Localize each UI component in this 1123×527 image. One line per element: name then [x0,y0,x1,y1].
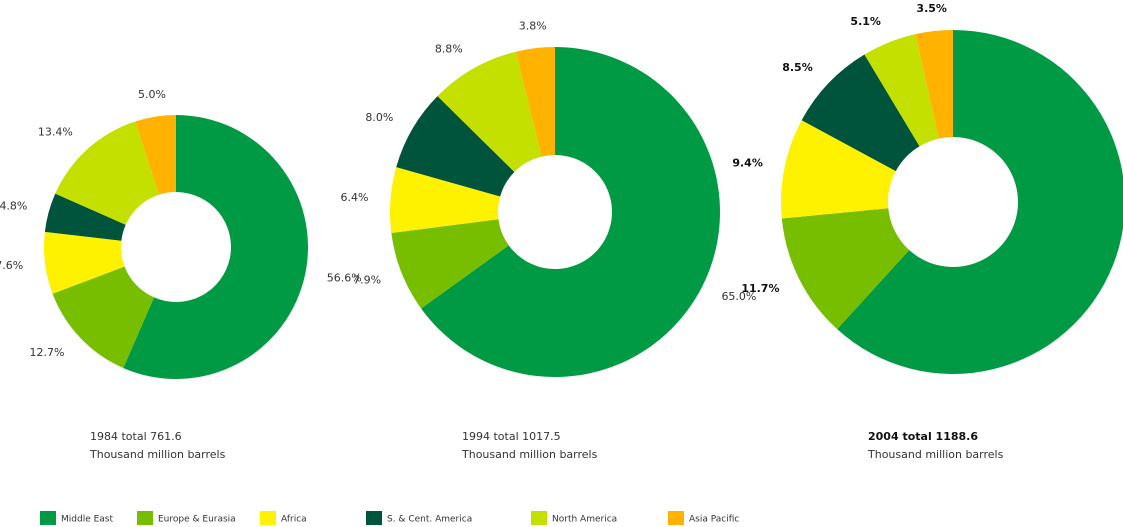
donut-slice [421,47,720,378]
legend-swatch [137,511,153,525]
data-label: 6.4% [341,191,369,204]
data-label: 13.4% [38,126,73,139]
donut-slice [44,231,125,294]
donut-slice [837,30,1123,374]
donut-slice [389,167,501,233]
donut-slice [44,193,126,241]
data-label: 9.4% [732,157,763,170]
data-label: 5.0% [138,88,166,101]
donut-slice [515,47,555,157]
chart-subcaption: Thousand million barrels [461,448,598,461]
data-label: 11.7% [741,282,779,295]
data-label: 3.8% [519,19,547,32]
data-label: 5.1% [850,15,881,28]
data-label: 7.6% [0,259,23,272]
legend-label: North America [552,515,617,525]
legend-swatch [40,511,56,525]
data-label: 4.8% [0,200,27,213]
donut-slice [396,96,515,197]
chart-caption: 1994 total 1017.5 [462,430,561,443]
data-label: 8.0% [365,111,393,124]
donut-slice [391,219,509,309]
legend-label: Middle East [61,515,113,525]
legend-label: Europe & Eurasia [158,515,236,525]
data-label: 65.0% [721,290,756,303]
legend-label: Asia Pacific [689,515,739,525]
legend-label: S. & Cent. America [387,515,472,525]
data-label: 8.5% [782,61,813,74]
donut-slice [55,121,160,225]
donut-slice [864,34,939,147]
donut-slice [781,120,896,219]
data-label: 3.5% [916,2,947,15]
legend-swatch [366,511,382,525]
chart-subcaption: Thousand million barrels [89,448,226,461]
data-label: 7.9% [353,274,381,287]
donut-slice [123,115,308,379]
donut-slice [801,54,920,172]
legend-swatch [531,511,547,525]
chart-caption: 1984 total 761.6 [90,430,182,443]
donut-slice [437,51,542,172]
legend-swatch [668,511,684,525]
legend-label: Africa [281,515,307,525]
donut-slice [52,266,155,369]
data-label: 12.7% [30,346,65,359]
donut-slice [135,115,176,195]
chart-caption: 2004 total 1188.6 [868,430,978,443]
legend-swatch [260,511,276,525]
donut-slice [781,208,910,330]
donut-slice [915,30,953,139]
chart-subcaption: Thousand million barrels [867,448,1004,461]
data-label: 8.8% [435,42,463,55]
data-label: 56.6% [327,271,362,284]
